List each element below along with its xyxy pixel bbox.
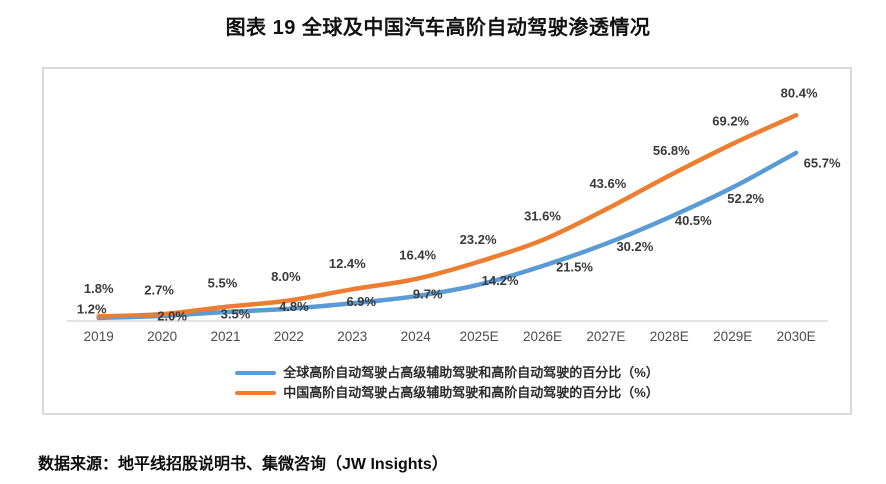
data-label: 43.6% bbox=[589, 176, 626, 191]
x-tick-label: 2026E bbox=[523, 329, 562, 344]
data-label: 40.5% bbox=[675, 213, 712, 228]
data-label: 69.2% bbox=[712, 113, 749, 128]
legend-swatch-line bbox=[235, 371, 277, 375]
series-line-1 bbox=[96, 112, 799, 319]
data-label: 31.6% bbox=[524, 209, 561, 224]
legend-item-0: 全球高阶自动驾驶占高级辅助驾驶和高阶自动驾驶的百分比（%） bbox=[235, 365, 659, 381]
legend-item-1: 中国高阶自动驾驶占高级辅助驾驶和高阶自动驾驶的百分比（%） bbox=[235, 385, 659, 401]
x-tick-label: 2025E bbox=[460, 329, 499, 344]
data-label: 21.5% bbox=[556, 260, 593, 275]
data-label: 30.2% bbox=[616, 239, 653, 254]
x-tick-label: 2030E bbox=[777, 329, 816, 344]
legend-label: 全球高阶自动驾驶占高级辅助驾驶和高阶自动驾驶的百分比（%） bbox=[283, 365, 659, 380]
data-label: 3.5% bbox=[221, 307, 251, 322]
chart-container: 2019 2020 2021 2022 2023 2024 2025E 2026E 2027E 2… bbox=[42, 67, 852, 415]
series-line-0 bbox=[96, 150, 799, 321]
data-label: 2.7% bbox=[144, 283, 174, 298]
data-label: 1.2% bbox=[77, 301, 107, 316]
data-label: 65.7% bbox=[804, 155, 841, 170]
x-tick-label: 2021 bbox=[210, 329, 240, 344]
chart-title: 图表 19 全球及中国汽车高阶自动驾驶渗透情况 bbox=[225, 17, 651, 39]
data-label: 56.8% bbox=[653, 143, 690, 158]
legend-label: 中国高阶自动驾驶占高级辅助驾驶和高阶自动驾驶的百分比（%） bbox=[283, 385, 659, 400]
data-label: 4.8% bbox=[279, 299, 309, 314]
x-tick-label: 2019 bbox=[84, 329, 114, 344]
x-tick-label: 2027E bbox=[586, 329, 625, 344]
legend: 全球高阶自动驾驶占高级辅助驾驶和高阶自动驾驶的百分比（%） 中国高阶自动驾驶占高级… bbox=[44, 365, 850, 401]
data-label: 8.0% bbox=[271, 269, 301, 284]
x-tick-label: 2020 bbox=[147, 329, 177, 344]
data-label: 52.2% bbox=[727, 191, 764, 206]
legend-swatch-line bbox=[235, 391, 277, 395]
data-source-note: 数据来源：地平线招股说明书、集微咨询（JW Insights） bbox=[38, 456, 448, 473]
x-tick-label: 2023 bbox=[337, 329, 367, 344]
data-label: 1.8% bbox=[84, 281, 114, 296]
x-tick-label: 2028E bbox=[650, 329, 689, 344]
data-label: 23.2% bbox=[460, 232, 497, 247]
data-label: 2.0% bbox=[157, 308, 187, 323]
data-label: 6.9% bbox=[346, 294, 376, 309]
data-label: 80.4% bbox=[781, 86, 818, 101]
data-label: 5.5% bbox=[208, 275, 238, 290]
data-label: 12.4% bbox=[329, 256, 366, 271]
plot-area: 2019 2020 2021 2022 2023 2024 2025E 2026E 2027E 2… bbox=[67, 86, 841, 344]
data-label: 9.7% bbox=[413, 287, 443, 302]
data-label: 16.4% bbox=[399, 248, 436, 263]
x-tick-label: 2024 bbox=[401, 329, 432, 344]
x-tick-label: 2029E bbox=[713, 329, 752, 344]
data-label: 14.2% bbox=[482, 273, 519, 288]
x-tick-label: 2022 bbox=[274, 329, 304, 344]
